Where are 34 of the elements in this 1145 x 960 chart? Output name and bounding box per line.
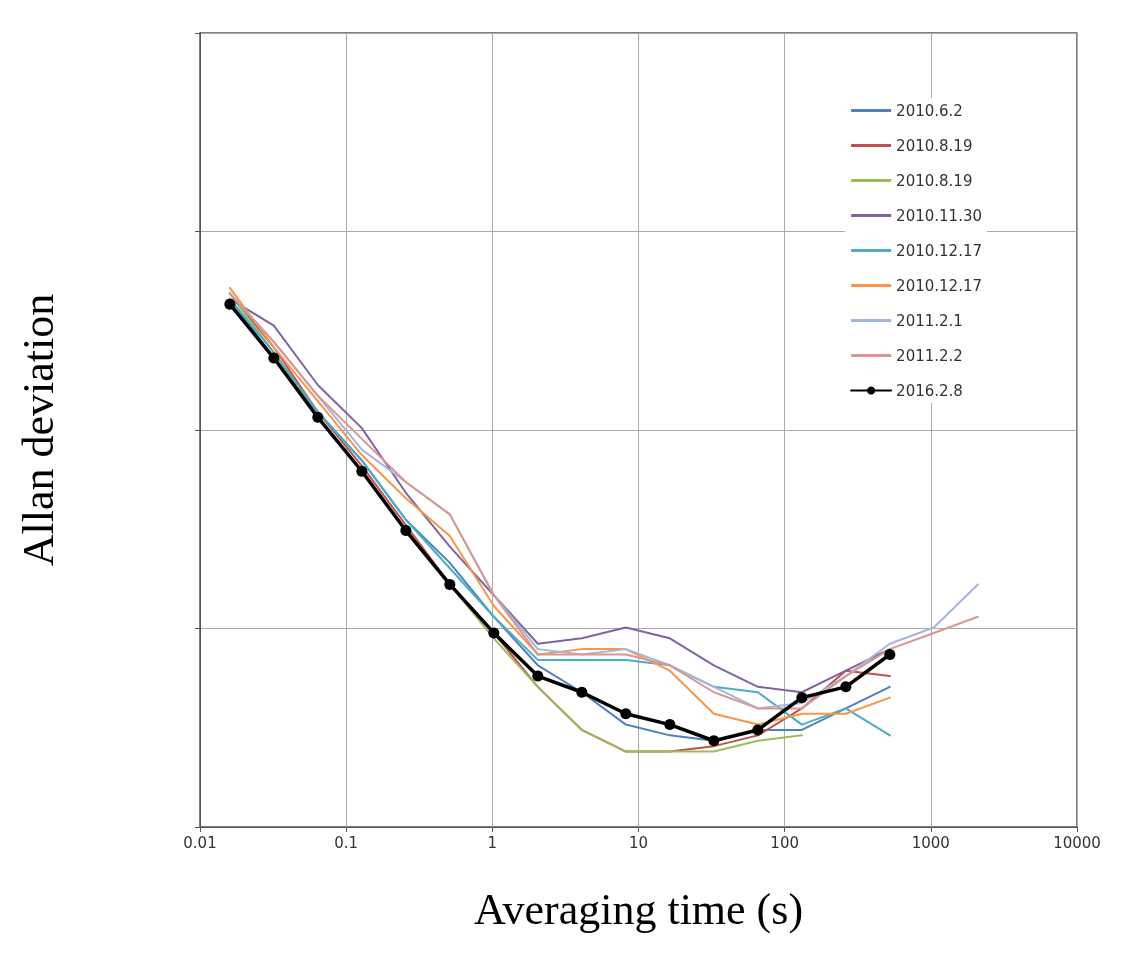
x-tick-label: 0.1 xyxy=(334,833,359,852)
point xyxy=(576,686,588,698)
point xyxy=(356,465,368,477)
x-tick-label: 1 xyxy=(487,833,498,852)
y-axis-title: Allan deviation xyxy=(13,293,63,567)
point xyxy=(752,724,764,736)
x-axis-title: Averaging time (s) xyxy=(473,884,804,934)
x-tick-label: 0.01 xyxy=(183,833,217,852)
point xyxy=(268,352,280,364)
point xyxy=(708,735,720,747)
point xyxy=(796,692,808,704)
x-tick-label: 100 xyxy=(770,833,799,852)
point xyxy=(224,298,236,310)
point xyxy=(884,649,896,661)
point xyxy=(664,719,676,731)
point xyxy=(444,578,456,590)
point xyxy=(312,411,324,423)
legend-label: 2011.2.1 xyxy=(896,311,963,330)
point xyxy=(532,670,544,682)
point xyxy=(400,525,412,537)
legend-label: 2010.8.19 xyxy=(896,171,973,190)
point xyxy=(488,627,500,639)
legend-label: 2011.2.2 xyxy=(896,346,963,365)
x-tick-label: 1000 xyxy=(911,833,950,852)
legend-label: 2010.11.30 xyxy=(896,206,983,225)
point xyxy=(620,708,632,720)
legend-label: 2010.12.17 xyxy=(896,241,983,260)
x-tick-label: 10 xyxy=(628,833,649,852)
point xyxy=(840,681,852,693)
x-tick-label: 10000 xyxy=(1053,833,1101,852)
legend-label: 2010.6.2 xyxy=(896,101,963,120)
legend-label: 2010.8.19 xyxy=(896,136,973,155)
legend-label: 2010.12.17 xyxy=(896,276,983,295)
legend-label: 2016.2.8 xyxy=(896,381,963,400)
